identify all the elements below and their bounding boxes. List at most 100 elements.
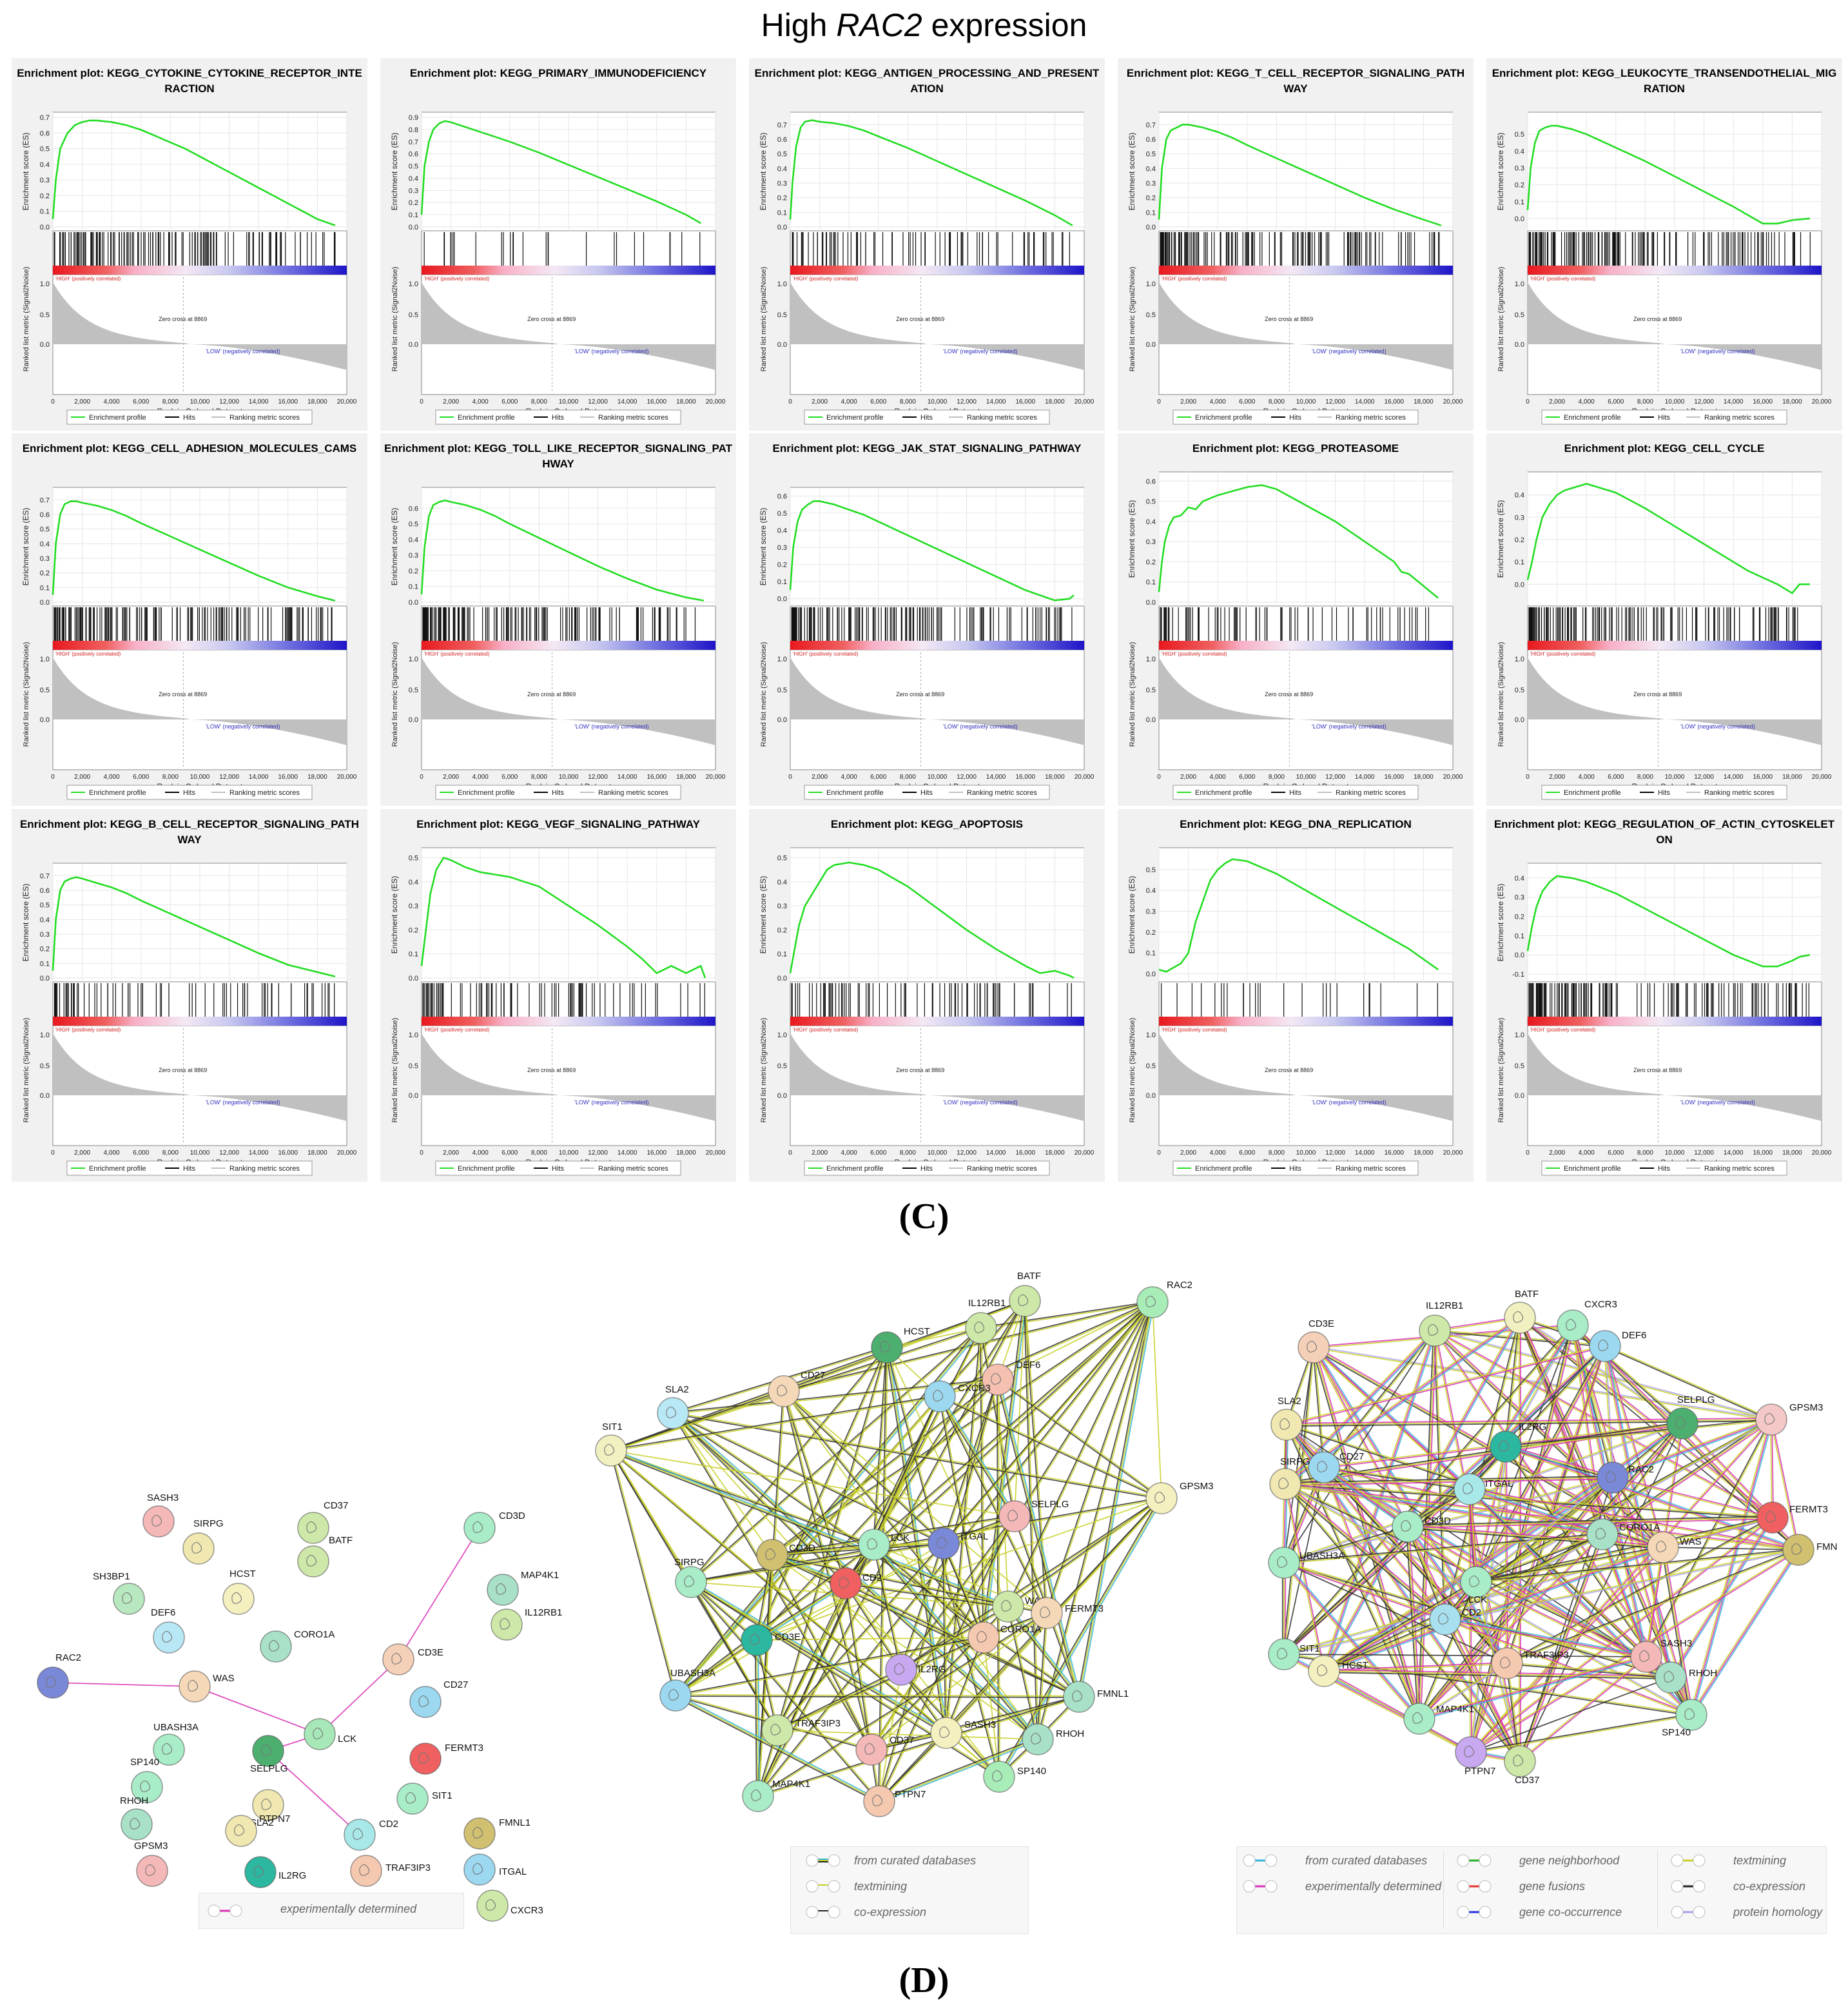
node-circle [1269,1468,1301,1500]
network-node[interactable]: IL2RG [1490,1422,1546,1463]
network-node[interactable]: DEF6 [982,1360,1040,1396]
network-node[interactable]: PTPN7 [1455,1736,1495,1777]
network-node[interactable]: FMNL1 [1063,1681,1129,1713]
network-node[interactable]: SLA2 [657,1384,689,1429]
network-node[interactable]: CD27 [409,1679,468,1718]
x-tick-label: 10,000 [1296,774,1316,781]
network-node[interactable]: MAP4K1 [487,1570,559,1606]
network-node[interactable]: CORO1A [1586,1518,1660,1550]
network-node[interactable]: CD3E [1298,1318,1334,1363]
network-node[interactable]: CD2 [1429,1603,1481,1636]
network-node[interactable]: SH3BP1 [93,1571,145,1615]
network-node[interactable]: CD27 [768,1370,825,1407]
network-node[interactable]: UBASH3A [153,1722,199,1766]
network-node[interactable]: SELPLG [250,1735,287,1774]
network-node[interactable]: HCST [222,1568,256,1615]
network-node[interactable]: SP140 [130,1757,163,1803]
network-node[interactable]: BATF [1504,1289,1539,1334]
network-node[interactable]: SP140 [1662,1699,1707,1738]
network-node[interactable]: CXCR3 [1557,1299,1617,1342]
x-tick-label: 18,000 [676,398,696,405]
network-node[interactable]: SIRPG [674,1557,707,1598]
network-node[interactable]: SASH3 [1630,1638,1692,1673]
network-node[interactable]: GPSM3 [1145,1481,1214,1514]
network-node[interactable]: SP140 [983,1761,1046,1793]
network-node[interactable]: ITGAL [1454,1473,1513,1505]
network-node[interactable]: FERMT3 [1031,1597,1104,1629]
network-node[interactable]: SELPLG [998,1499,1069,1532]
network-node[interactable]: CD37 [1504,1745,1539,1786]
network-node[interactable]: CD3E [382,1643,443,1676]
network-node[interactable]: SELPLG [1666,1394,1715,1440]
network-node[interactable]: FERMT3 [1756,1501,1828,1534]
network-node[interactable]: LCK [1460,1566,1492,1605]
network-node[interactable]: MAP4K1 [1403,1703,1474,1735]
network-node[interactable]: IL12RB1 [965,1298,1006,1344]
network-node[interactable]: PTPN7 [225,1813,290,1847]
network-node[interactable]: CORO1A [968,1621,1041,1654]
network-node[interactable]: SLA2 [1270,1396,1303,1441]
network-node[interactable]: CD37 [297,1500,348,1544]
network-node[interactable]: CD3D [1392,1510,1451,1543]
node-label: ITGAL [1485,1478,1513,1489]
network-node[interactable]: IL2RG [885,1654,946,1686]
network-node[interactable]: RAC2 [1597,1461,1654,1494]
network-node[interactable]: CD27 [1308,1451,1364,1483]
high-label: 'HIGH' (positively correlated) [1162,651,1227,657]
network-node[interactable]: CD3D [756,1539,815,1571]
x-tick-label: 6,000 [1239,1149,1255,1157]
network-node[interactable]: IL12RB1 [1419,1300,1463,1347]
network-node[interactable]: TRAF3IP3 [1491,1647,1569,1679]
network-node[interactable]: SIT1 [1268,1638,1320,1670]
network-node[interactable]: IL12RB1 [491,1607,562,1641]
network-node[interactable]: RHOH [1655,1661,1717,1694]
network-node[interactable]: CD3E [741,1624,801,1656]
network-node[interactable]: SASH3 [930,1717,996,1749]
network-node[interactable]: CXCR3 [924,1380,991,1412]
network-node[interactable]: SIT1 [595,1422,627,1467]
network-node[interactable]: SIRPG [1269,1456,1310,1500]
x-tick-label: 18,000 [1414,774,1434,781]
network-node[interactable]: LCK [304,1718,356,1750]
network-node[interactable]: ITGAL [463,1853,527,1886]
network-node[interactable]: GPSM3 [1755,1402,1824,1436]
network-node[interactable]: CD37 [855,1734,914,1766]
network-node[interactable]: BATF [1009,1271,1041,1317]
network-node[interactable]: RAC2 [37,1652,81,1699]
network-node[interactable]: LCK [858,1529,909,1561]
network-node[interactable]: SIRPG [182,1518,224,1565]
network-node[interactable]: WAS [179,1670,235,1703]
network-node[interactable]: IL2RG [244,1856,306,1888]
gsea-panel: Enrichment plot: KEGG_PROTEASOME 0.6 0.5 0.… [1118,433,1474,806]
network-edge [1662,1547,1799,1550]
network-node[interactable]: SIT1 [396,1783,452,1815]
network-node[interactable]: FMNL1 [463,1817,530,1850]
network-node[interactable]: WAS [1647,1531,1702,1563]
network-node[interactable]: CD2 [830,1567,882,1599]
network-node[interactable]: RHOH [1022,1723,1084,1755]
network-node[interactable]: CORO1A [260,1629,335,1663]
network-node[interactable]: RAC2 [1136,1280,1192,1318]
network-node[interactable]: CXCR3 [476,1890,543,1922]
network-node[interactable]: DEF6 [1589,1330,1646,1362]
network-node[interactable]: PTPN7 [863,1785,926,1817]
network-node[interactable]: TRAF3IP3 [761,1714,841,1746]
network-node[interactable]: GPSM3 [134,1841,168,1887]
network-node[interactable]: RHOH [120,1795,153,1841]
protein-structure-icon [992,1770,1003,1782]
network-node[interactable]: TRAF3IP3 [350,1855,431,1887]
network-node[interactable]: CD2 [344,1819,398,1851]
network-node[interactable]: DEF6 [151,1607,185,1654]
network-node[interactable]: SASH3 [142,1492,179,1538]
network-node[interactable]: BATF [297,1535,353,1578]
network-node[interactable]: FMNL1 [1782,1534,1837,1566]
network-node[interactable]: UBASH3A [1268,1547,1345,1579]
network-node[interactable]: MAP4K1 [742,1779,810,1812]
network-node[interactable]: HCST [1308,1655,1368,1687]
node-label: HCST [904,1326,930,1337]
network-node[interactable]: UBASH3A [659,1668,715,1712]
network-node[interactable]: ITGAL [928,1527,988,1559]
network-node[interactable]: CD3D [463,1510,525,1544]
network-node[interactable]: FERMT3 [409,1743,483,1775]
network-node[interactable]: HCST [871,1326,930,1363]
